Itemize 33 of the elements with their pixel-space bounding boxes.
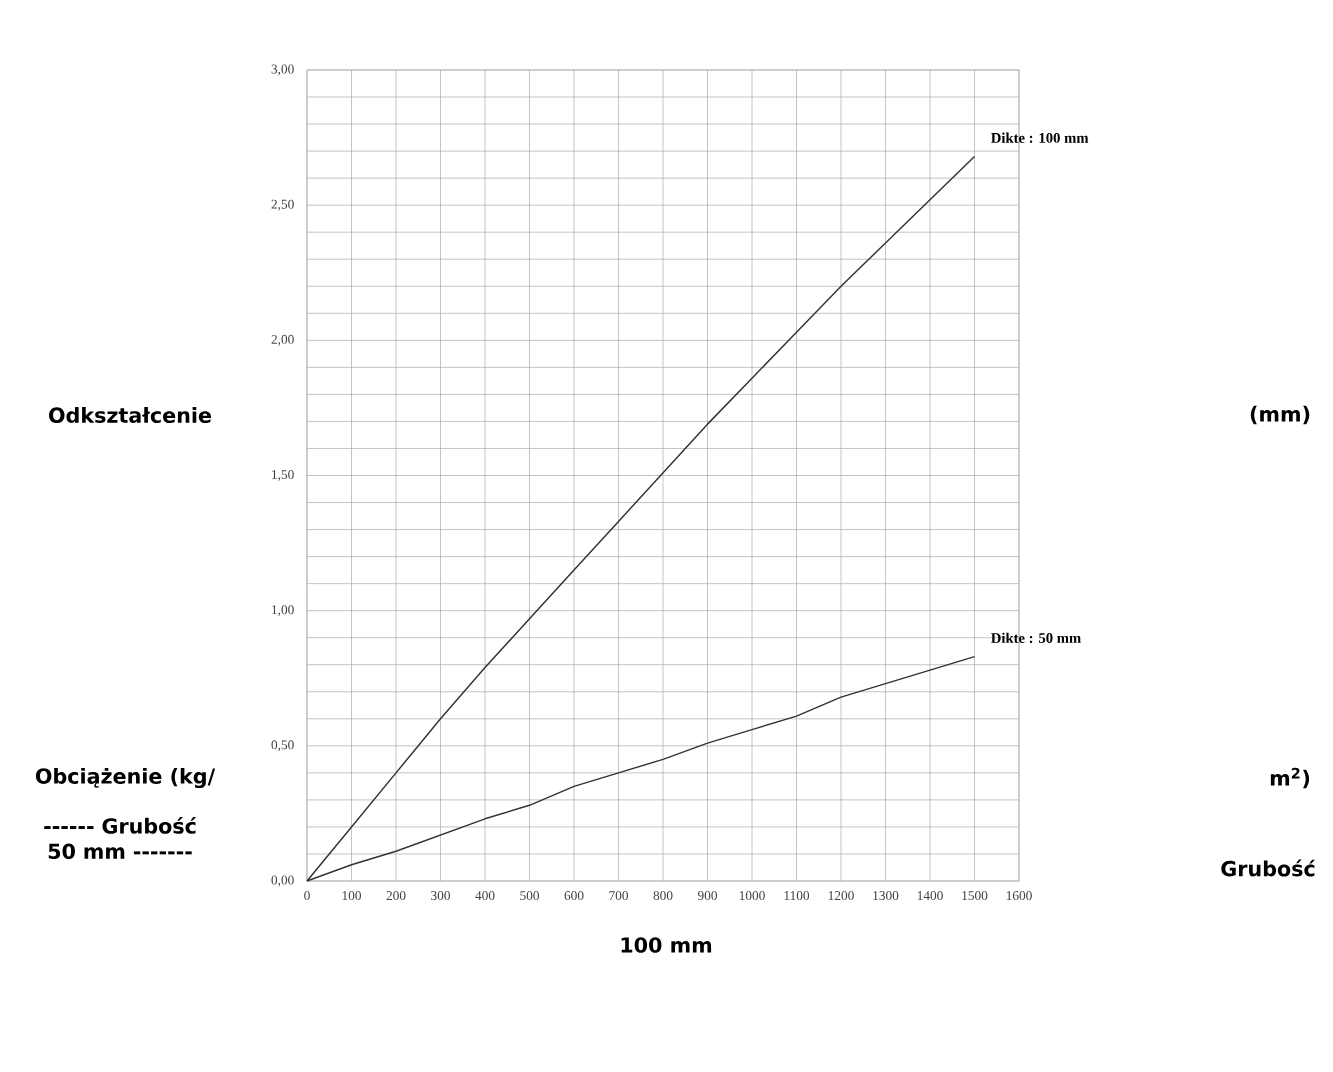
x-tick-label: 200 bbox=[386, 891, 406, 901]
text: (mm) bbox=[1250, 405, 1310, 425]
x-tick-label: 700 bbox=[609, 891, 629, 901]
text: m$^{2}$) bbox=[1270, 767, 1310, 789]
x-tick-label: 1100 bbox=[784, 891, 810, 901]
text: 100 mm bbox=[621, 937, 712, 953]
y-tick-label: 2,50 bbox=[271, 199, 294, 211]
text: Obciążenie (kg/ bbox=[35, 767, 216, 789]
text: Odkształcenie bbox=[49, 407, 212, 423]
x-tick-label: 1000 bbox=[739, 891, 765, 901]
x-tick-label: 600 bbox=[564, 891, 584, 901]
x-tick-label: 0 bbox=[304, 891, 310, 901]
x-tick-label: 1400 bbox=[917, 891, 943, 901]
y-tick-label: 2,00 bbox=[271, 334, 294, 346]
y-tick-label: 1,50 bbox=[272, 470, 294, 481]
x-tick-label: 1600 bbox=[1006, 891, 1032, 901]
x-tick-label: 800 bbox=[653, 891, 673, 901]
x-tick-label: 300 bbox=[431, 891, 451, 901]
y-tick-label: 1,00 bbox=[272, 605, 294, 617]
y-tick-label: 0,50 bbox=[271, 740, 294, 752]
x-tick-label: 400 bbox=[475, 891, 495, 901]
y-tick-label: 3,00 bbox=[271, 64, 294, 76]
x-tick-label: 500 bbox=[520, 891, 540, 901]
x-tick-label: 100 bbox=[342, 891, 362, 901]
text: ------ Grubość 50 mm ------- bbox=[44, 816, 197, 860]
series-label: Dikte : 100 mm bbox=[991, 132, 1089, 143]
text: Grubość bbox=[1221, 859, 1315, 877]
y-tick-label: 0,00 bbox=[271, 875, 294, 887]
x-tick-label: 900 bbox=[697, 891, 718, 901]
x-tick-label: 1300 bbox=[873, 891, 899, 901]
x-tick-label: 1500 bbox=[962, 891, 988, 901]
series-label: Dikte : 50 mm bbox=[991, 632, 1081, 644]
x-tick-label: 1200 bbox=[828, 891, 854, 901]
